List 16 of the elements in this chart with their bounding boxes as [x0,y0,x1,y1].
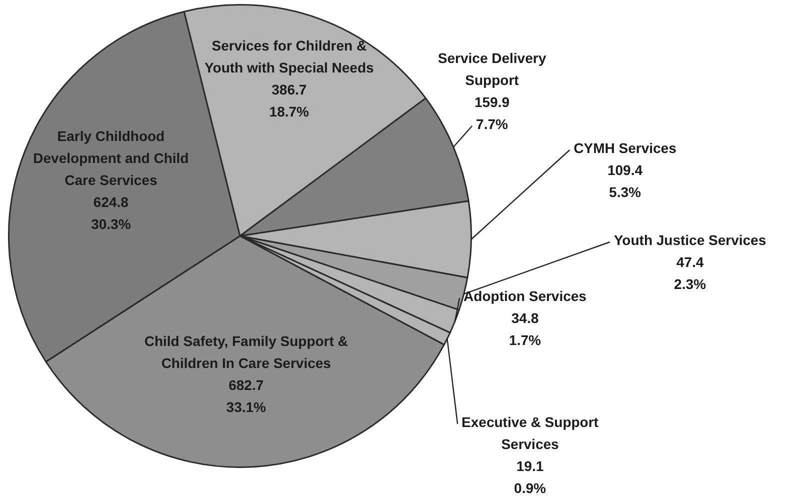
slice-label: Service Delivery Support [438,50,546,88]
data-label: 34.8 1.7% [509,310,542,348]
slice-label: Youth Justice Services [614,232,766,248]
slice-label: Child Safety, Family Support & Children In Care Services [144,333,348,372]
data-label: 109.4 5.3% [607,162,643,200]
slice-label: Adoption Services [464,288,587,304]
data-label: 682.7 33.1% [226,377,267,416]
data-label: 19.1 0.9% [514,458,546,496]
data-label: 386.7 18.7% [269,81,310,120]
slice-label: CYMH Services [574,140,677,156]
data-label: 159.9 7.7% [474,94,510,132]
slice-label: Early Childhood Development and Child Care Services [33,128,189,188]
data-label: 47.4 2.3% [674,254,706,292]
data-label: 624.8 30.3% [91,194,132,232]
slice-label: Services for Children & Youth with Special Needs [204,37,374,76]
slice-label: Executive & Support Services [462,414,599,452]
